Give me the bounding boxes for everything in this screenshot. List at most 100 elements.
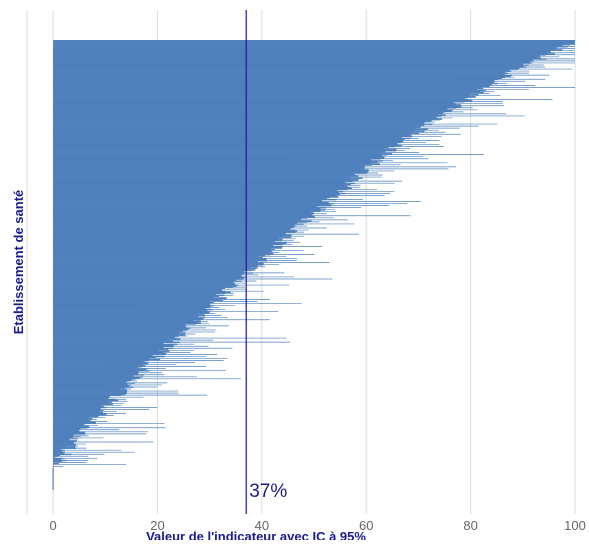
bar bbox=[53, 163, 380, 165]
bar bbox=[53, 448, 62, 451]
bar bbox=[53, 402, 109, 405]
bar bbox=[53, 305, 211, 308]
bar bbox=[53, 347, 173, 350]
bar bbox=[53, 263, 264, 265]
bar bbox=[53, 265, 258, 267]
bar bbox=[53, 241, 288, 244]
bar bbox=[53, 61, 531, 63]
bar bbox=[53, 193, 340, 196]
bar bbox=[53, 358, 161, 361]
bar bbox=[53, 211, 311, 213]
bar bbox=[53, 280, 242, 282]
bar bbox=[53, 454, 61, 457]
bar bbox=[53, 164, 373, 166]
bar bbox=[53, 261, 258, 263]
bar bbox=[53, 321, 198, 323]
bar bbox=[53, 351, 164, 354]
bar bbox=[53, 108, 448, 110]
bar bbox=[53, 166, 366, 168]
bar bbox=[53, 391, 127, 393]
bar bbox=[53, 136, 403, 139]
bar bbox=[53, 443, 76, 445]
bar bbox=[53, 344, 174, 347]
bar bbox=[53, 299, 224, 302]
confidence-intervals-group bbox=[53, 40, 575, 467]
bar bbox=[53, 103, 456, 105]
bar bbox=[53, 105, 460, 107]
x-tick-label: 0 bbox=[49, 518, 56, 533]
bar bbox=[53, 386, 134, 388]
bar bbox=[53, 353, 166, 356]
bar bbox=[53, 466, 54, 469]
bar bbox=[53, 188, 348, 191]
bar bbox=[53, 44, 571, 46]
bar bbox=[53, 115, 442, 117]
bar bbox=[53, 76, 506, 79]
bar bbox=[53, 221, 308, 223]
bar bbox=[53, 155, 382, 157]
bar bbox=[53, 286, 233, 288]
bar bbox=[53, 111, 445, 113]
bar bbox=[53, 150, 396, 152]
bar bbox=[53, 184, 345, 187]
bar bbox=[53, 235, 284, 238]
bar bbox=[53, 328, 189, 330]
bar bbox=[53, 405, 104, 408]
bar bbox=[53, 104, 462, 106]
bar bbox=[53, 293, 217, 296]
bar bbox=[53, 157, 385, 159]
bar bbox=[53, 176, 351, 178]
bar bbox=[53, 91, 484, 94]
bar bbox=[53, 181, 346, 184]
bar bbox=[53, 327, 191, 329]
bar bbox=[53, 438, 70, 440]
bar bbox=[53, 96, 476, 98]
bar bbox=[53, 162, 371, 164]
bar bbox=[53, 119, 433, 121]
bar bbox=[53, 385, 130, 387]
bar bbox=[53, 333, 179, 335]
bar bbox=[53, 97, 468, 99]
bar bbox=[53, 56, 538, 58]
bar bbox=[53, 118, 443, 120]
bar bbox=[53, 246, 283, 249]
bar bbox=[53, 284, 239, 286]
x-tick-label: 100 bbox=[564, 518, 586, 533]
bar bbox=[53, 219, 300, 221]
bar bbox=[53, 350, 170, 353]
bar bbox=[53, 312, 210, 314]
bar bbox=[53, 218, 302, 220]
bar bbox=[53, 287, 225, 289]
bar bbox=[53, 275, 242, 277]
bar bbox=[53, 77, 503, 80]
bar bbox=[53, 387, 126, 389]
bar bbox=[53, 332, 186, 334]
x-tick-label: 80 bbox=[463, 518, 477, 533]
bar bbox=[53, 126, 421, 128]
bar bbox=[53, 53, 555, 55]
bar bbox=[53, 336, 175, 338]
bar bbox=[53, 428, 81, 430]
bar bbox=[53, 354, 153, 357]
bar bbox=[53, 49, 563, 51]
bar bbox=[53, 201, 323, 203]
bar bbox=[53, 240, 275, 243]
bar bbox=[53, 159, 372, 161]
bar bbox=[53, 145, 396, 148]
bar bbox=[53, 399, 119, 402]
bar bbox=[53, 55, 540, 57]
bar bbox=[53, 281, 234, 283]
bar bbox=[53, 70, 512, 72]
bar bbox=[53, 379, 132, 381]
bar bbox=[53, 323, 197, 325]
bar bbox=[53, 259, 267, 261]
bar bbox=[53, 72, 508, 74]
x-axis-ticks: 0 20 40 60 80 100 bbox=[49, 518, 585, 533]
bar bbox=[53, 225, 297, 227]
bar bbox=[53, 69, 510, 71]
bar bbox=[53, 139, 403, 142]
bar bbox=[53, 277, 244, 279]
bar bbox=[53, 63, 524, 65]
bar bbox=[53, 335, 179, 337]
bar bbox=[53, 290, 226, 293]
